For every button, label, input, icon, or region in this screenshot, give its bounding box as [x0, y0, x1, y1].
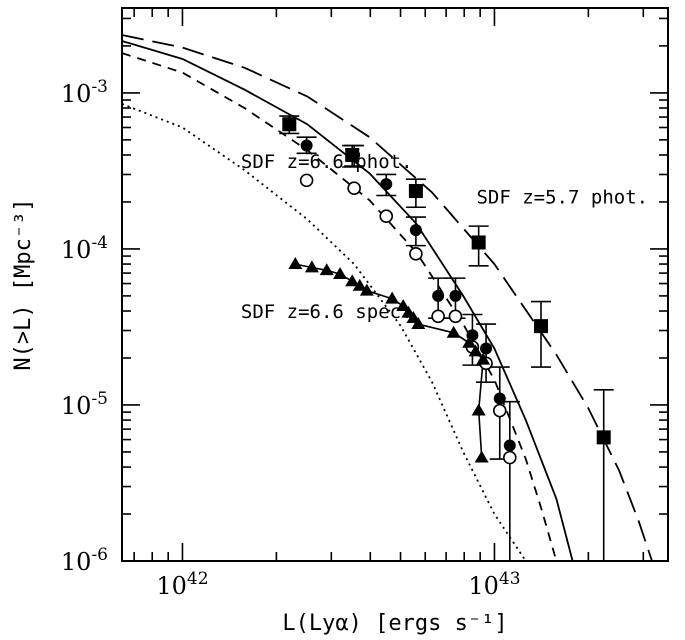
y-tick-label: 10-3: [61, 77, 108, 108]
y-tick-label: 10-5: [61, 389, 108, 420]
y-tick-label-exponent: -6: [91, 545, 108, 565]
y-tick-label-exponent: -5: [91, 389, 108, 409]
triangle-marker: [352, 278, 367, 291]
open-circle-marker: [503, 450, 517, 465]
y-tick-label-base: 10: [61, 548, 92, 576]
square-marker: [282, 117, 297, 132]
annotation-label: SDF z=5.7 phot.: [476, 187, 648, 209]
y-tick-label-exponent: -4: [91, 233, 108, 253]
data-points: [282, 117, 611, 465]
y-tick-label: 10-4: [61, 233, 108, 264]
x-axis-title: L(Lyα) [ergs s⁻¹]: [282, 611, 507, 636]
open-circle-marker: [299, 173, 314, 188]
y-tick-label-base: 10: [61, 80, 92, 108]
axes: [121, 7, 669, 562]
triangle-marker: [385, 291, 400, 304]
triangle-marker: [474, 450, 489, 463]
x-tick-label-base: 10: [468, 572, 499, 600]
x-tick-label-exponent: 43: [499, 569, 521, 589]
dotted-model-curve: [122, 103, 527, 561]
triangle-marker: [333, 267, 348, 279]
square-marker: [471, 235, 486, 250]
x-tick-label-base: 10: [156, 572, 187, 600]
triangle-marker: [288, 257, 303, 269]
triangle-marker: [345, 274, 360, 287]
y-axis-title: N(>L) [Mpc⁻³]: [11, 198, 36, 370]
x-tick-label: 1043: [468, 569, 520, 600]
triangle-marker: [476, 352, 491, 365]
long-dash-model-curve: [122, 34, 653, 561]
square-marker: [533, 319, 548, 334]
tick-marks: [122, 8, 668, 562]
filled-circle-marker: [493, 392, 506, 405]
open-circle-marker: [448, 309, 463, 324]
filled-circle-marker: [449, 289, 462, 302]
filled-circle-marker: [409, 224, 422, 237]
annotations: SDF z=6.6 phot. SDF z=5.7 phot. SDF z=6.6 …: [241, 151, 648, 323]
y-tick-label-base: 10: [61, 236, 92, 264]
filled-circle-marker: [480, 342, 493, 355]
filled-circle-marker: [432, 289, 445, 302]
open-circle-marker: [379, 209, 394, 224]
open-circle-marker: [409, 247, 423, 261]
open-circle-marker: [347, 181, 361, 196]
x-tick-label-exponent: 42: [187, 569, 209, 589]
square-marker: [596, 430, 611, 445]
error-bars: [279, 115, 614, 561]
triangle-marker: [304, 260, 319, 273]
filled-circle-marker: [380, 178, 393, 191]
triangle-marker: [471, 403, 486, 416]
plot-frame: [121, 7, 669, 562]
square-marker: [408, 184, 423, 199]
annotation-label: SDF z=6.6 phot.: [241, 151, 413, 173]
y-tick-label-exponent: -3: [91, 77, 108, 97]
axis-titles: L(Lyα) [ergs s⁻¹] N(>L) [Mpc⁻³]: [11, 198, 508, 636]
triangle-marker: [411, 317, 426, 329]
triangle-marker: [468, 344, 483, 357]
triangle-marker: [462, 335, 477, 348]
triangle-marker: [396, 299, 411, 312]
x-tick-label: 1042: [156, 569, 208, 600]
model-curves: [122, 34, 653, 561]
annotation-label: SDF z=6.6 spec.: [241, 301, 413, 323]
filled-circle-marker: [300, 139, 313, 152]
open-circle-marker: [492, 403, 507, 418]
y-tick-label: 10-6: [61, 545, 108, 576]
triangle-marker: [319, 263, 334, 276]
filled-circle-marker: [348, 148, 361, 161]
triangle-marker: [446, 325, 461, 338]
open-circle-marker: [431, 309, 445, 324]
filled-circle-marker: [503, 439, 516, 452]
y-tick-label-base: 10: [61, 392, 92, 420]
triangle-marker: [359, 283, 374, 296]
